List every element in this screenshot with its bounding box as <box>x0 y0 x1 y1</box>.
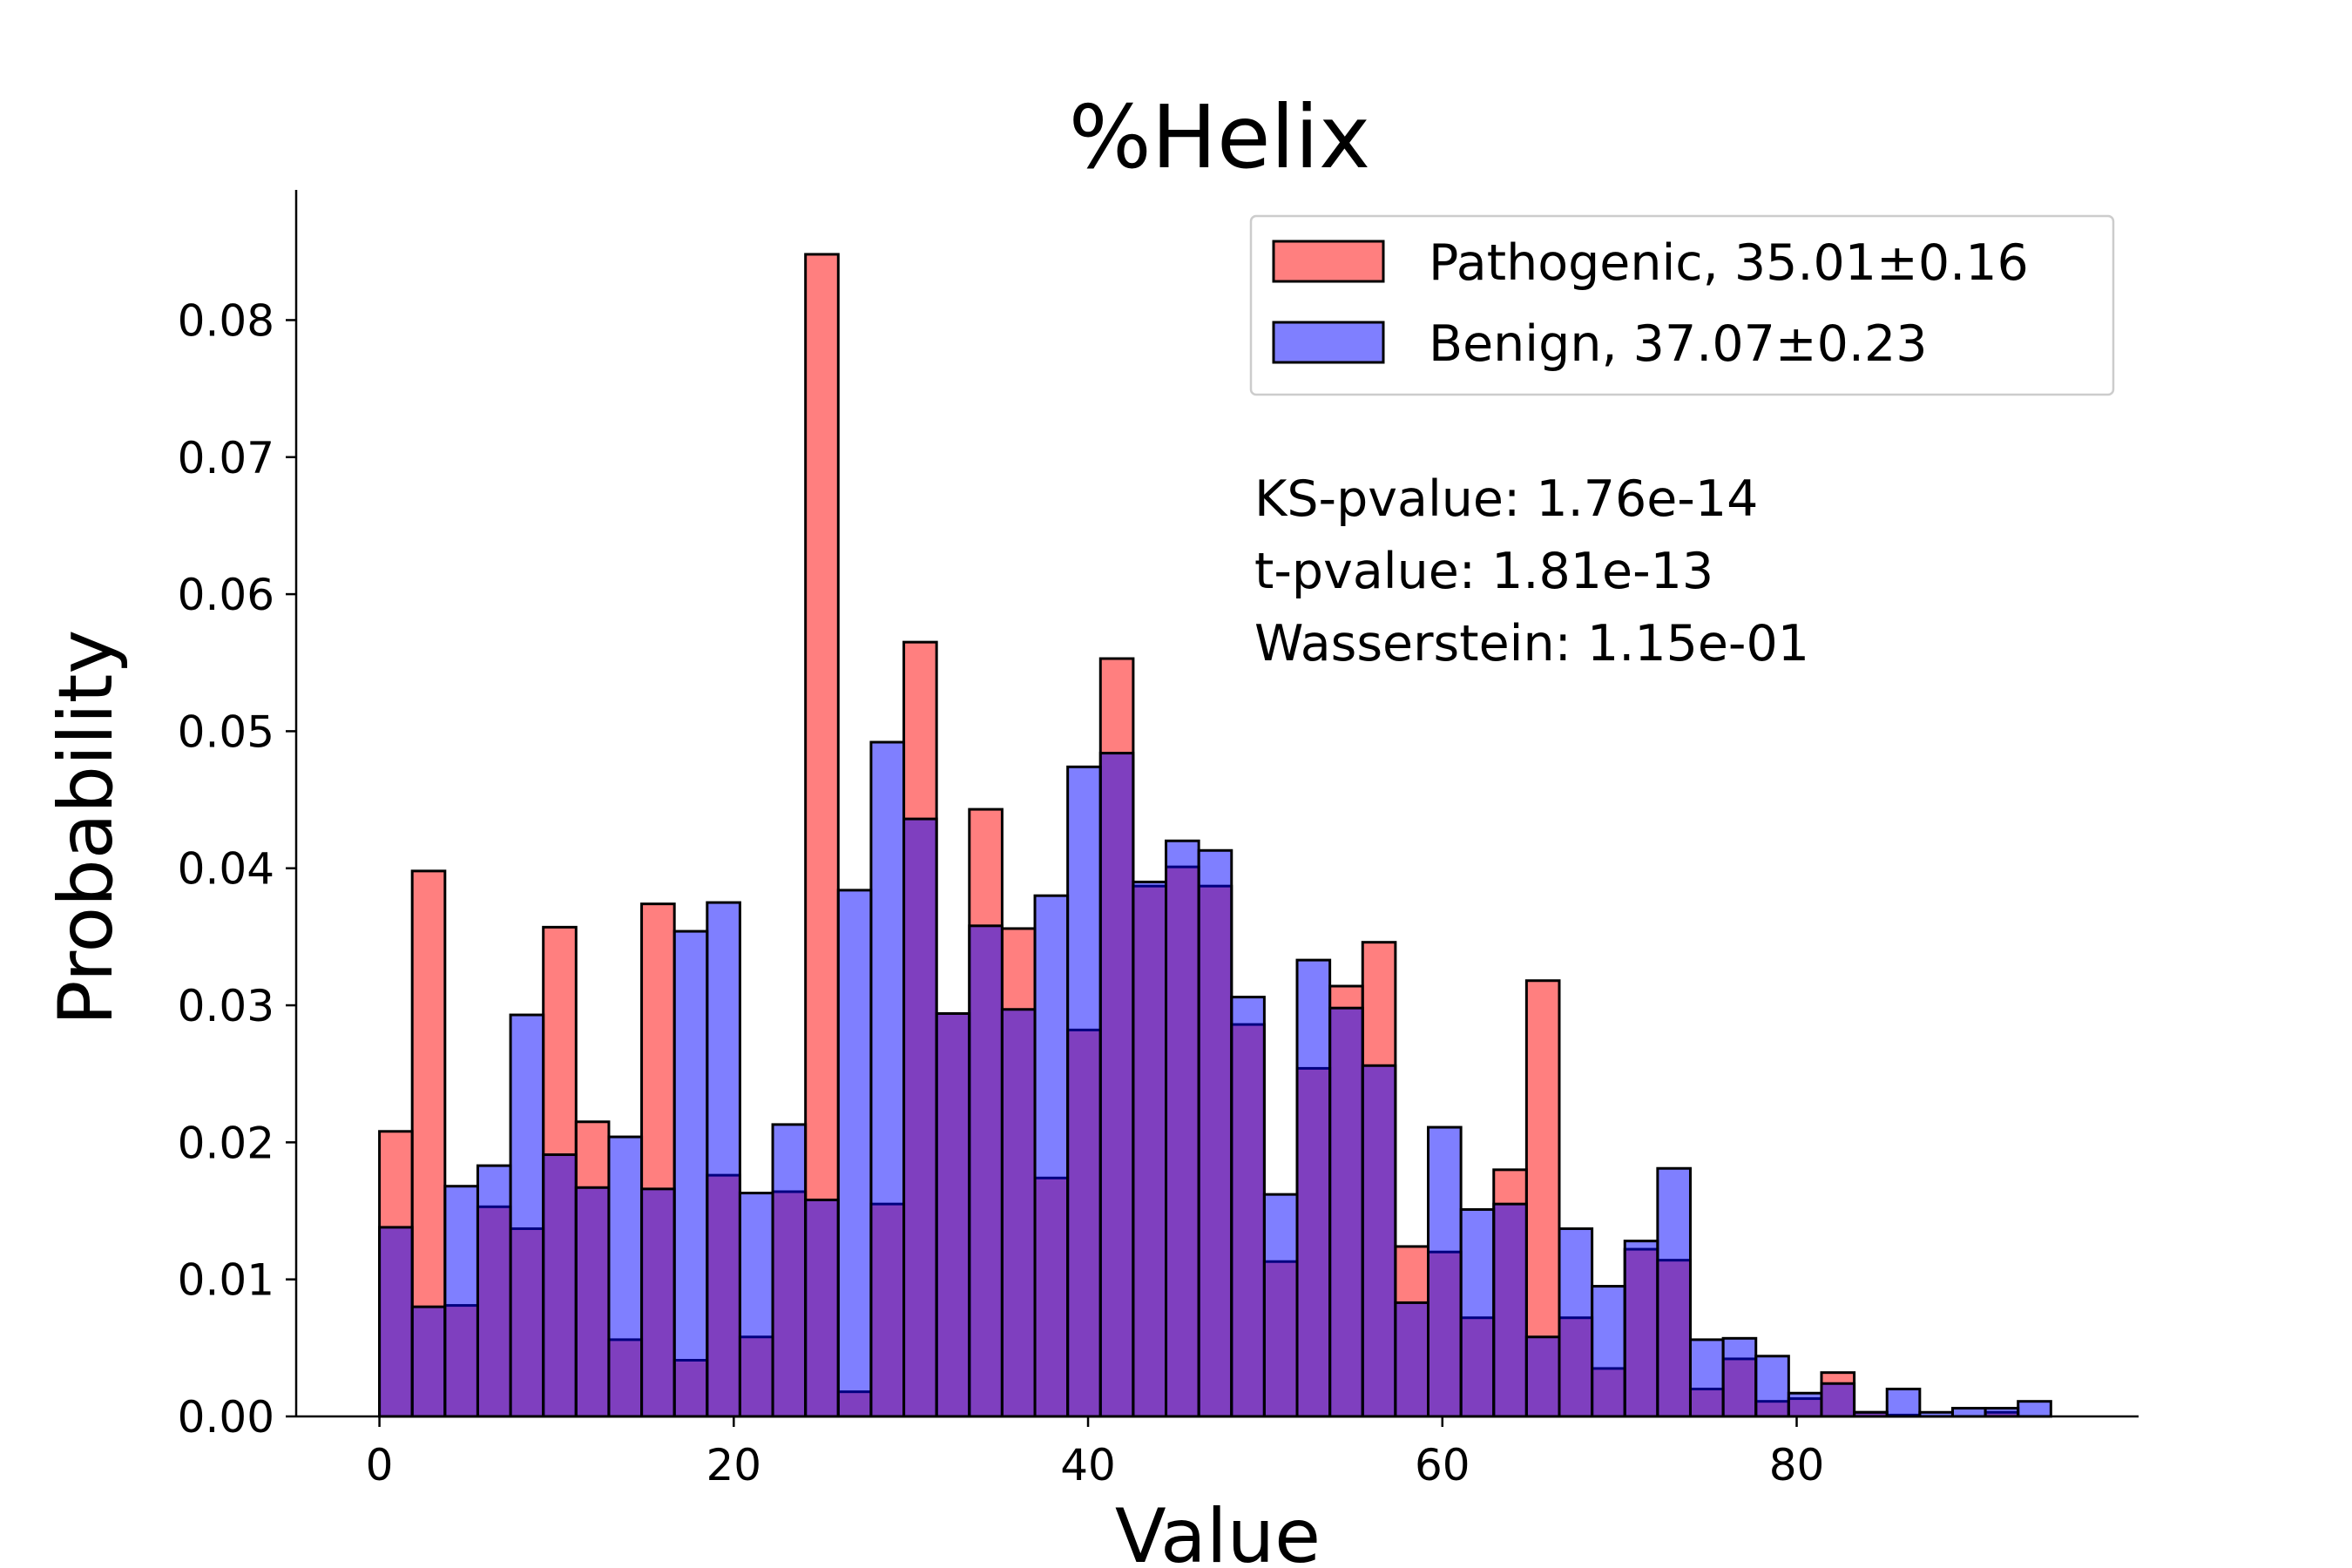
stat-annotation: Wasserstein: 1.15e-01 <box>1254 615 1809 672</box>
legend-label: Pathogenic, 35.01±0.16 <box>1429 234 2029 292</box>
histogram-bar <box>968 924 1004 1418</box>
histogram-bar <box>1656 1166 1692 1418</box>
histogram-bar <box>1524 1335 1561 1418</box>
histogram-bar <box>443 1185 479 1418</box>
histogram-bar <box>1984 1407 2020 1418</box>
histogram-bar <box>1885 1388 1922 1418</box>
histogram-bar <box>706 901 741 1418</box>
x-tick-label: 80 <box>1769 1440 1825 1490</box>
histogram-bar <box>1427 1125 1463 1418</box>
chart-title: %Helix <box>1069 86 1370 188</box>
histogram-bar <box>935 1011 971 1418</box>
histogram-bar <box>1033 894 1070 1418</box>
y-tick-label: 0.02 <box>178 1118 274 1168</box>
histogram-bar <box>410 1305 447 1418</box>
y-tick-label: 0.05 <box>178 706 274 757</box>
stat-annotation: KS-pvalue: 1.76e-14 <box>1254 470 1758 528</box>
histogram-bar <box>640 1187 676 1418</box>
histogram-bar <box>1361 1064 1397 1418</box>
histogram-bar <box>771 1123 808 1418</box>
axes-layer: 0 20 40 60 80 0.00 0.01 0.02 0.03 0.04 0.05 0.06 0.0… <box>178 190 2139 1490</box>
histogram-bar <box>1328 1006 1364 1418</box>
histogram-bar <box>1197 848 1233 1418</box>
x-axis-title: Value <box>1115 1493 1321 1568</box>
legend-label: Benign, 37.07±0.23 <box>1429 315 1928 373</box>
y-tick-label: 0.08 <box>178 295 274 346</box>
histogram-bar <box>1132 880 1168 1418</box>
histogram-bar <box>2017 1400 2052 1418</box>
x-tick-label: 0 <box>366 1440 394 1490</box>
histogram-bar <box>542 1153 578 1418</box>
histogram-bar <box>1000 1008 1037 1418</box>
x-tick-label: 40 <box>1060 1440 1116 1490</box>
histogram-bar <box>1787 1391 1823 1418</box>
histogram-bar <box>1230 996 1266 1418</box>
histogram-bar <box>672 929 709 1418</box>
legend-frame <box>1249 214 2115 396</box>
legend: Pathogenic, 35.01±0.16 Benign, 37.07±0.23 <box>1249 214 2115 396</box>
stats-annotations: KS-pvalue: 1.76e-14 t-pvalue: 1.81e-13 Was… <box>1254 470 1809 672</box>
y-axis-title: Probability <box>43 630 130 1026</box>
histogram-bar <box>902 817 938 1418</box>
series-benign-bars <box>378 740 2052 1418</box>
histogram-bar <box>1721 1336 1758 1418</box>
y-tick-label: 0.04 <box>178 844 274 895</box>
legend-swatch <box>1272 240 1385 283</box>
y-tick-label: 0.06 <box>178 570 274 620</box>
histogram-bar <box>607 1135 644 1418</box>
y-tick-label: 0.03 <box>178 981 274 1031</box>
histogram-bar <box>476 1164 512 1418</box>
x-tick-label: 60 <box>1415 1440 1470 1490</box>
histogram-bar <box>574 1186 611 1418</box>
histogram-bar <box>1558 1227 1594 1418</box>
histogram-bar <box>738 1192 774 1418</box>
histogram-bar <box>836 889 873 1418</box>
histogram-bar <box>1820 1382 1856 1418</box>
histogram-bar <box>1098 752 1135 1418</box>
histogram-bar <box>1066 765 1102 1418</box>
y-tick-label: 0.00 <box>178 1392 274 1443</box>
histogram-bar <box>1295 958 1332 1418</box>
histogram-bar <box>1262 1193 1299 1418</box>
bars-layer <box>378 253 2052 1418</box>
histogram-bar <box>1492 1202 1528 1418</box>
legend-swatch <box>1272 321 1385 364</box>
x-tick-label: 20 <box>706 1440 762 1490</box>
histogram-bar <box>869 740 906 1418</box>
y-tick-label: 0.01 <box>178 1255 274 1306</box>
histogram-bar <box>1165 839 1200 1418</box>
histogram-bar <box>378 1226 414 1418</box>
histogram-bar <box>1394 1301 1430 1418</box>
histogram-bar <box>1459 1207 1496 1418</box>
histogram-bar <box>509 1013 545 1418</box>
histogram-bar <box>1950 1407 1987 1418</box>
histogram-bar <box>1623 1240 1659 1418</box>
stat-annotation: t-pvalue: 1.81e-13 <box>1254 543 1713 600</box>
histogram-bar <box>1688 1338 1725 1418</box>
histogram-bar <box>1591 1285 1626 1418</box>
histogram-bar <box>804 1198 840 1418</box>
y-tick-label: 0.07 <box>178 433 274 483</box>
histogram-bar <box>1754 1355 1790 1418</box>
